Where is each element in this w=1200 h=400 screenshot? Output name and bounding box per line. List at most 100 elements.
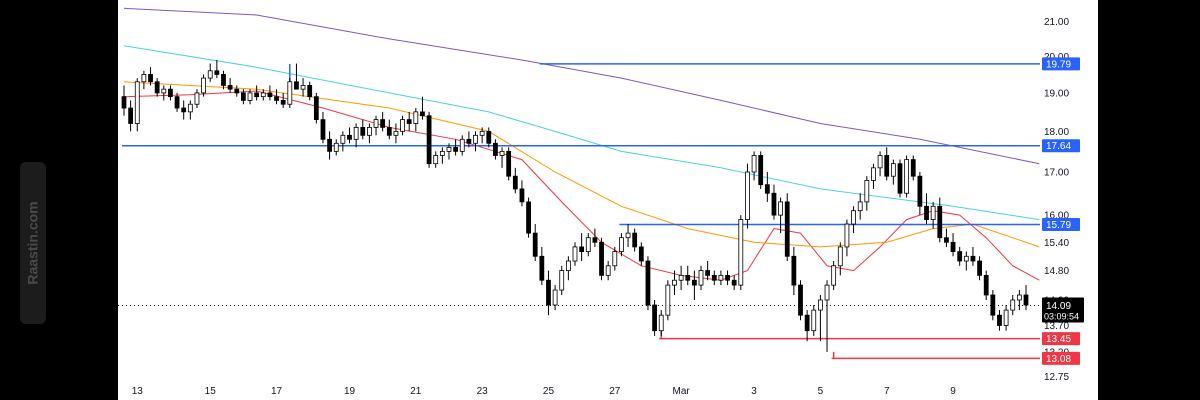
candle[interactable] — [294, 63, 299, 90]
candle[interactable] — [944, 228, 949, 247]
candle[interactable] — [519, 180, 525, 207]
candle[interactable] — [711, 270, 717, 286]
candle[interactable] — [134, 78, 140, 132]
candle[interactable] — [857, 193, 863, 220]
candle[interactable] — [824, 280, 830, 352]
candle[interactable] — [512, 167, 518, 194]
candle[interactable] — [168, 85, 173, 101]
candle[interactable] — [917, 172, 923, 216]
candle[interactable] — [837, 242, 843, 276]
candle[interactable] — [804, 310, 810, 342]
candle[interactable] — [957, 246, 963, 266]
candle[interactable] — [386, 119, 392, 140]
candle[interactable] — [1003, 305, 1009, 331]
candle[interactable] — [287, 78, 293, 109]
candle[interactable] — [997, 310, 1002, 331]
candle[interactable] — [154, 78, 160, 97]
candle[interactable] — [612, 246, 618, 271]
candle[interactable] — [240, 89, 246, 105]
candle[interactable] — [148, 67, 153, 86]
candle[interactable] — [493, 139, 498, 160]
candle[interactable] — [333, 139, 339, 156]
candle[interactable] — [214, 59, 220, 79]
candle[interactable] — [546, 270, 551, 316]
candle[interactable] — [691, 270, 697, 300]
candle[interactable] — [373, 115, 379, 136]
candle[interactable] — [731, 275, 737, 291]
candle[interactable] — [764, 172, 770, 202]
candle[interactable] — [897, 159, 903, 198]
candle[interactable] — [652, 299, 657, 336]
candle[interactable] — [884, 147, 890, 181]
candle[interactable] — [360, 119, 366, 140]
candle[interactable] — [572, 242, 578, 266]
candle[interactable] — [871, 163, 876, 189]
candle[interactable] — [970, 246, 976, 266]
candle[interactable] — [745, 163, 750, 229]
candle[interactable] — [347, 127, 352, 144]
candle[interactable] — [851, 206, 856, 234]
candle[interactable] — [685, 265, 691, 286]
candle[interactable] — [778, 197, 783, 234]
candle[interactable] — [818, 294, 823, 342]
candle[interactable] — [506, 147, 512, 181]
candle[interactable] — [473, 131, 478, 152]
candle[interactable] — [320, 111, 326, 144]
candle[interactable] — [645, 256, 651, 311]
candle[interactable] — [678, 265, 684, 291]
candle[interactable] — [698, 265, 704, 291]
candle[interactable] — [466, 131, 472, 148]
candle[interactable] — [181, 100, 187, 120]
candle[interactable] — [963, 251, 969, 271]
candle[interactable] — [174, 92, 180, 112]
candle[interactable] — [1023, 285, 1029, 311]
candle[interactable] — [459, 135, 465, 156]
candle[interactable] — [771, 184, 777, 220]
candle[interactable] — [439, 147, 445, 164]
candle[interactable] — [844, 219, 850, 257]
candle[interactable] — [565, 256, 571, 281]
candle[interactable] — [161, 85, 167, 101]
candle[interactable] — [625, 224, 631, 247]
candle[interactable] — [877, 151, 883, 177]
candle[interactable] — [274, 89, 279, 105]
candle[interactable] — [400, 115, 405, 136]
candle[interactable] — [426, 111, 432, 168]
candle[interactable] — [340, 131, 346, 152]
candle[interactable] — [499, 147, 505, 168]
candle[interactable] — [811, 305, 817, 336]
candle[interactable] — [738, 215, 744, 291]
candle[interactable] — [194, 89, 200, 109]
candle[interactable] — [758, 151, 764, 189]
candle[interactable] — [725, 270, 730, 286]
candle[interactable] — [539, 246, 545, 286]
candle[interactable] — [221, 70, 226, 90]
candle[interactable] — [532, 224, 538, 262]
candle[interactable] — [247, 89, 253, 105]
candle[interactable] — [267, 85, 273, 101]
candle[interactable] — [1010, 294, 1016, 316]
candle[interactable] — [990, 290, 996, 321]
candle[interactable] — [904, 155, 910, 198]
candlestick-chart[interactable]: 21.00 20.00 19.00 18.00 17.00 16.00 15.40 14.80… — [118, 0, 1098, 400]
candle[interactable] — [479, 127, 485, 144]
candle[interactable] — [559, 265, 565, 295]
candle[interactable] — [141, 70, 147, 90]
candle[interactable] — [254, 85, 260, 101]
candle[interactable] — [280, 92, 286, 109]
candle[interactable] — [187, 100, 193, 120]
candle[interactable] — [632, 228, 638, 252]
candle[interactable] — [313, 92, 319, 124]
candle[interactable] — [791, 246, 797, 295]
candle[interactable] — [234, 85, 240, 97]
candle[interactable] — [924, 193, 929, 225]
candle[interactable] — [380, 111, 386, 132]
candle[interactable] — [526, 197, 531, 238]
candle[interactable] — [260, 89, 266, 101]
candle[interactable] — [353, 123, 359, 148]
candle[interactable] — [307, 81, 313, 101]
candle[interactable] — [977, 256, 982, 281]
candle[interactable] — [798, 280, 803, 321]
candle[interactable] — [367, 123, 372, 144]
candle[interactable] — [672, 270, 677, 295]
